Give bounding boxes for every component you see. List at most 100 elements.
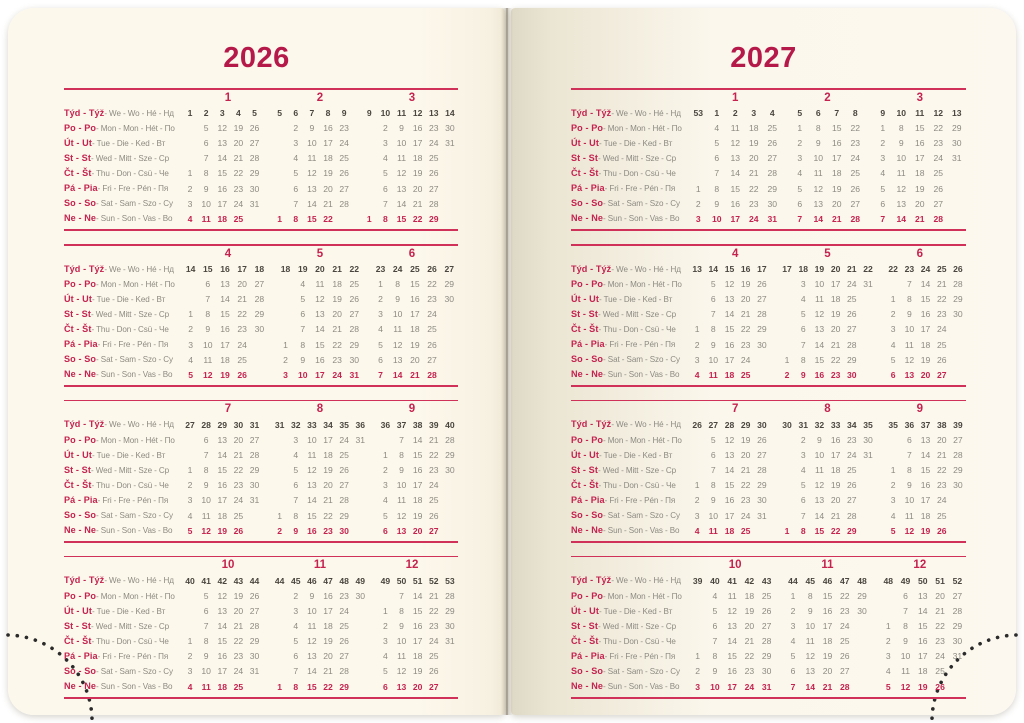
month-number[interactable]: 9 bbox=[916, 403, 924, 416]
week-number-cell[interactable]: 45 bbox=[805, 575, 815, 586]
day-number-cell[interactable]: 22 bbox=[233, 465, 244, 476]
day-number-cell[interactable]: 4 bbox=[293, 450, 299, 461]
day-number-cell[interactable]: 20 bbox=[233, 138, 244, 149]
day-number-cell[interactable]: 19 bbox=[323, 465, 333, 476]
day-number-cell[interactable]: 16 bbox=[730, 198, 741, 209]
day-number-cell[interactable]: 8 bbox=[203, 465, 209, 476]
day-number-cell[interactable]: 3 bbox=[890, 324, 896, 335]
day-number-cell[interactable]: 12 bbox=[315, 294, 325, 305]
day-number-cell[interactable]: 27 bbox=[349, 309, 360, 320]
day-number-cell[interactable]: 25 bbox=[339, 450, 349, 461]
day-number-cell[interactable]: 11 bbox=[315, 279, 325, 290]
day-number-cell[interactable]: 6 bbox=[880, 198, 886, 209]
week-number-cell[interactable]: 9 bbox=[880, 108, 886, 119]
day-number-cell[interactable]: 23 bbox=[429, 123, 439, 134]
week-number-cell[interactable]: 37 bbox=[920, 419, 931, 430]
day-number-cell[interactable]: 6 bbox=[293, 651, 299, 662]
day-number-cell[interactable]: 5 bbox=[293, 465, 299, 476]
day-number-cell[interactable]: 6 bbox=[790, 666, 796, 677]
day-number-cell[interactable]: 7 bbox=[383, 198, 388, 209]
day-number-cell[interactable]: 20 bbox=[740, 294, 751, 305]
week-number-cell[interactable]: 1 bbox=[187, 108, 193, 119]
day-number-cell[interactable]: 13 bbox=[307, 651, 317, 662]
day-number-cell[interactable]: 3 bbox=[383, 480, 388, 491]
day-number-cell[interactable]: 6 bbox=[293, 183, 299, 194]
day-number-cell[interactable]: 9 bbox=[203, 183, 209, 194]
day-number-cell[interactable]: 10 bbox=[307, 435, 317, 446]
month-number[interactable]: 4 bbox=[224, 247, 232, 260]
day-number-cell[interactable]: 14 bbox=[918, 606, 928, 617]
day-number-cell[interactable]: 1 bbox=[694, 480, 700, 491]
day-number-cell[interactable]: 23 bbox=[748, 198, 759, 209]
month-number[interactable]: 10 bbox=[728, 559, 742, 572]
day-number-cell[interactable]: 24 bbox=[429, 480, 439, 491]
day-number-cell[interactable]: 16 bbox=[727, 666, 737, 677]
day-number-cell[interactable]: 4 bbox=[188, 354, 193, 365]
day-number-cell[interactable]: 19 bbox=[323, 636, 333, 647]
day-number-cell[interactable]: 31 bbox=[757, 510, 767, 521]
day-number-cell[interactable]: 17 bbox=[918, 651, 928, 662]
day-number-cell[interactable]: 12 bbox=[904, 354, 915, 365]
day-number-cell[interactable]: 27 bbox=[429, 183, 439, 194]
day-number-cell[interactable]: 19 bbox=[748, 138, 759, 149]
day-number-cell[interactable]: 17 bbox=[220, 339, 230, 350]
day-number-cell[interactable]: 2 bbox=[188, 324, 193, 335]
day-number-cell[interactable]: 29 bbox=[445, 450, 455, 461]
day-number-cell[interactable]: 6 bbox=[293, 480, 299, 491]
day-number-cell[interactable]: 2 bbox=[383, 123, 388, 134]
day-number-cell[interactable]: 16 bbox=[410, 294, 420, 305]
day-number-cell[interactable]: 20 bbox=[936, 435, 947, 446]
day-number-cell[interactable]: 29 bbox=[952, 621, 963, 632]
day-number-cell[interactable]: 15 bbox=[315, 339, 325, 350]
week-number-cell[interactable]: 16 bbox=[740, 264, 751, 275]
day-number-cell[interactable]: 18 bbox=[724, 369, 735, 380]
week-number-cell[interactable]: 18 bbox=[798, 264, 808, 275]
week-number-cell[interactable]: 30 bbox=[233, 419, 244, 430]
day-number-cell[interactable]: 24 bbox=[237, 339, 247, 350]
week-number-cell[interactable]: 31 bbox=[798, 419, 808, 430]
day-number-cell[interactable]: 17 bbox=[217, 666, 228, 677]
day-number-cell[interactable]: 7 bbox=[880, 213, 886, 224]
week-number-cell[interactable]: 38 bbox=[412, 419, 423, 430]
day-number-cell[interactable]: 9 bbox=[817, 435, 822, 446]
day-number-cell[interactable]: 14 bbox=[814, 339, 825, 350]
day-number-cell[interactable]: 15 bbox=[396, 213, 407, 224]
day-number-cell[interactable]: 2 bbox=[283, 354, 288, 365]
day-number-cell[interactable]: 13 bbox=[396, 525, 407, 536]
day-number-cell[interactable]: 11 bbox=[805, 636, 815, 647]
month-number[interactable]: 1 bbox=[224, 91, 232, 104]
day-number-cell[interactable]: 25 bbox=[233, 681, 244, 692]
day-number-cell[interactable]: 10 bbox=[396, 636, 407, 647]
day-number-cell[interactable]: 2 bbox=[187, 183, 193, 194]
day-number-cell[interactable]: 20 bbox=[744, 621, 755, 632]
day-number-cell[interactable]: 18 bbox=[217, 681, 228, 692]
day-number-cell[interactable]: 18 bbox=[822, 636, 833, 647]
day-number-cell[interactable]: 20 bbox=[332, 309, 342, 320]
day-number-cell[interactable]: 31 bbox=[445, 636, 455, 647]
month-number[interactable]: 8 bbox=[316, 403, 324, 416]
day-number-cell[interactable]: 22 bbox=[237, 309, 247, 320]
week-number-cell[interactable]: 47 bbox=[839, 575, 850, 586]
week-number-cell[interactable]: 18 bbox=[254, 264, 265, 275]
day-number-cell[interactable]: 26 bbox=[767, 138, 778, 149]
day-number-cell[interactable]: 14 bbox=[217, 153, 228, 164]
day-number-cell[interactable]: 23 bbox=[935, 636, 945, 647]
day-number-cell[interactable]: 19 bbox=[740, 279, 751, 290]
day-number-cell[interactable]: 26 bbox=[839, 651, 850, 662]
day-number-cell[interactable]: 19 bbox=[740, 435, 751, 446]
week-number-cell[interactable]: 36 bbox=[380, 419, 391, 430]
week-number-cell[interactable]: 8 bbox=[325, 108, 331, 119]
day-number-cell[interactable]: 29 bbox=[249, 465, 260, 476]
day-number-cell[interactable]: 15 bbox=[730, 183, 741, 194]
day-number-cell[interactable]: 22 bbox=[744, 651, 755, 662]
day-number-cell[interactable]: 22 bbox=[935, 621, 945, 632]
day-number-cell[interactable]: 27 bbox=[339, 480, 349, 491]
day-number-cell[interactable]: 17 bbox=[920, 495, 931, 506]
day-number-cell[interactable]: 24 bbox=[740, 510, 751, 521]
day-number-cell[interactable]: 30 bbox=[857, 606, 867, 617]
day-number-cell[interactable]: 25 bbox=[429, 153, 439, 164]
month-number[interactable]: 3 bbox=[408, 91, 416, 104]
day-number-cell[interactable]: 31 bbox=[951, 153, 962, 164]
day-number-cell[interactable]: 5 bbox=[300, 294, 306, 305]
week-number-cell[interactable]: 36 bbox=[904, 419, 915, 430]
